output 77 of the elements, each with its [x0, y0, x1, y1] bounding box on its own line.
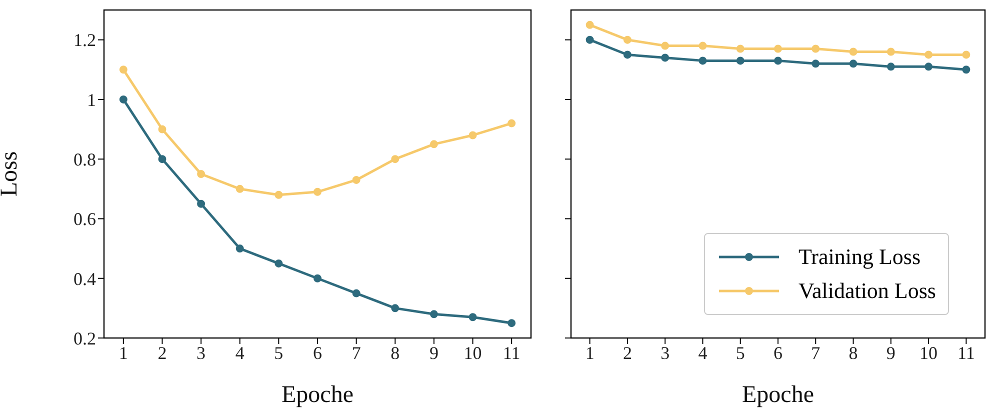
x-tick-label: 11 — [958, 342, 975, 363]
point — [849, 60, 858, 68]
point — [468, 131, 477, 140]
point — [924, 62, 933, 71]
point — [508, 119, 516, 128]
point — [661, 54, 670, 62]
point — [698, 56, 707, 65]
x-tick-label: 2 — [622, 342, 632, 363]
legend-label: Training Loss — [798, 244, 921, 270]
point — [274, 259, 283, 268]
y-tick-label: 1.2 — [74, 30, 96, 50]
point — [886, 48, 895, 56]
point — [314, 274, 322, 282]
point — [849, 48, 858, 56]
point — [236, 184, 244, 193]
x-tick-label: 4 — [698, 342, 708, 363]
point — [430, 140, 438, 148]
x-tick-label: 5 — [736, 342, 745, 363]
point — [508, 319, 516, 328]
point — [430, 310, 438, 318]
x-tick-label: 10 — [920, 342, 938, 363]
point — [119, 66, 128, 74]
point — [774, 56, 782, 65]
x-tick-label: 4 — [235, 342, 244, 363]
point — [623, 36, 632, 44]
x-tick-label: 2 — [158, 342, 167, 363]
point — [197, 170, 206, 178]
point — [774, 44, 782, 53]
x-tick-label: 11 — [502, 342, 520, 363]
point — [623, 50, 632, 59]
point — [661, 42, 670, 50]
y-tick-label: 0.8 — [74, 149, 96, 170]
x-tick-label: 1 — [585, 342, 594, 363]
point — [736, 44, 744, 53]
y-tick-label: 0.4 — [74, 268, 96, 289]
point — [812, 60, 820, 68]
point — [698, 42, 707, 50]
y-tick-label: 0.6 — [74, 209, 96, 230]
x-tick-label: 8 — [390, 342, 400, 363]
x-tick-label: 1 — [118, 342, 128, 363]
x-tick-label: 7 — [352, 342, 361, 363]
x-axis-title: Epoche — [282, 382, 354, 408]
point — [886, 62, 895, 71]
y-tick-label: 1 — [87, 90, 96, 110]
x-tick-label: 6 — [774, 342, 782, 363]
x-tick-label: 8 — [848, 342, 858, 363]
x-tick-label: 7 — [811, 342, 820, 363]
point — [962, 66, 970, 74]
point — [962, 50, 970, 59]
x-tick-label: 3 — [660, 342, 670, 363]
point — [274, 190, 283, 199]
point — [352, 289, 360, 298]
x-tick-label: 9 — [886, 342, 896, 363]
point — [158, 125, 166, 134]
x-tick-label: 9 — [429, 342, 438, 363]
x-axis-title: Epoche — [742, 382, 814, 408]
y-axis-title: Loss — [0, 151, 23, 197]
point — [468, 313, 477, 322]
point — [197, 200, 206, 208]
x-tick-label: 3 — [196, 342, 206, 363]
point — [352, 176, 360, 184]
point — [586, 36, 594, 44]
point — [391, 304, 400, 312]
point — [236, 244, 244, 253]
x-tick-label: 10 — [464, 342, 482, 363]
x-tick-label: 6 — [313, 342, 322, 363]
x-tick-label: 5 — [274, 342, 284, 363]
point — [391, 155, 400, 164]
point — [812, 44, 820, 53]
point — [314, 188, 322, 196]
legend-label: Validation Loss — [798, 278, 936, 304]
y-tick-label: 0.2 — [74, 328, 96, 348]
point — [736, 56, 744, 65]
point — [924, 50, 933, 59]
point — [158, 155, 166, 164]
point — [119, 95, 128, 104]
point — [586, 20, 594, 29]
